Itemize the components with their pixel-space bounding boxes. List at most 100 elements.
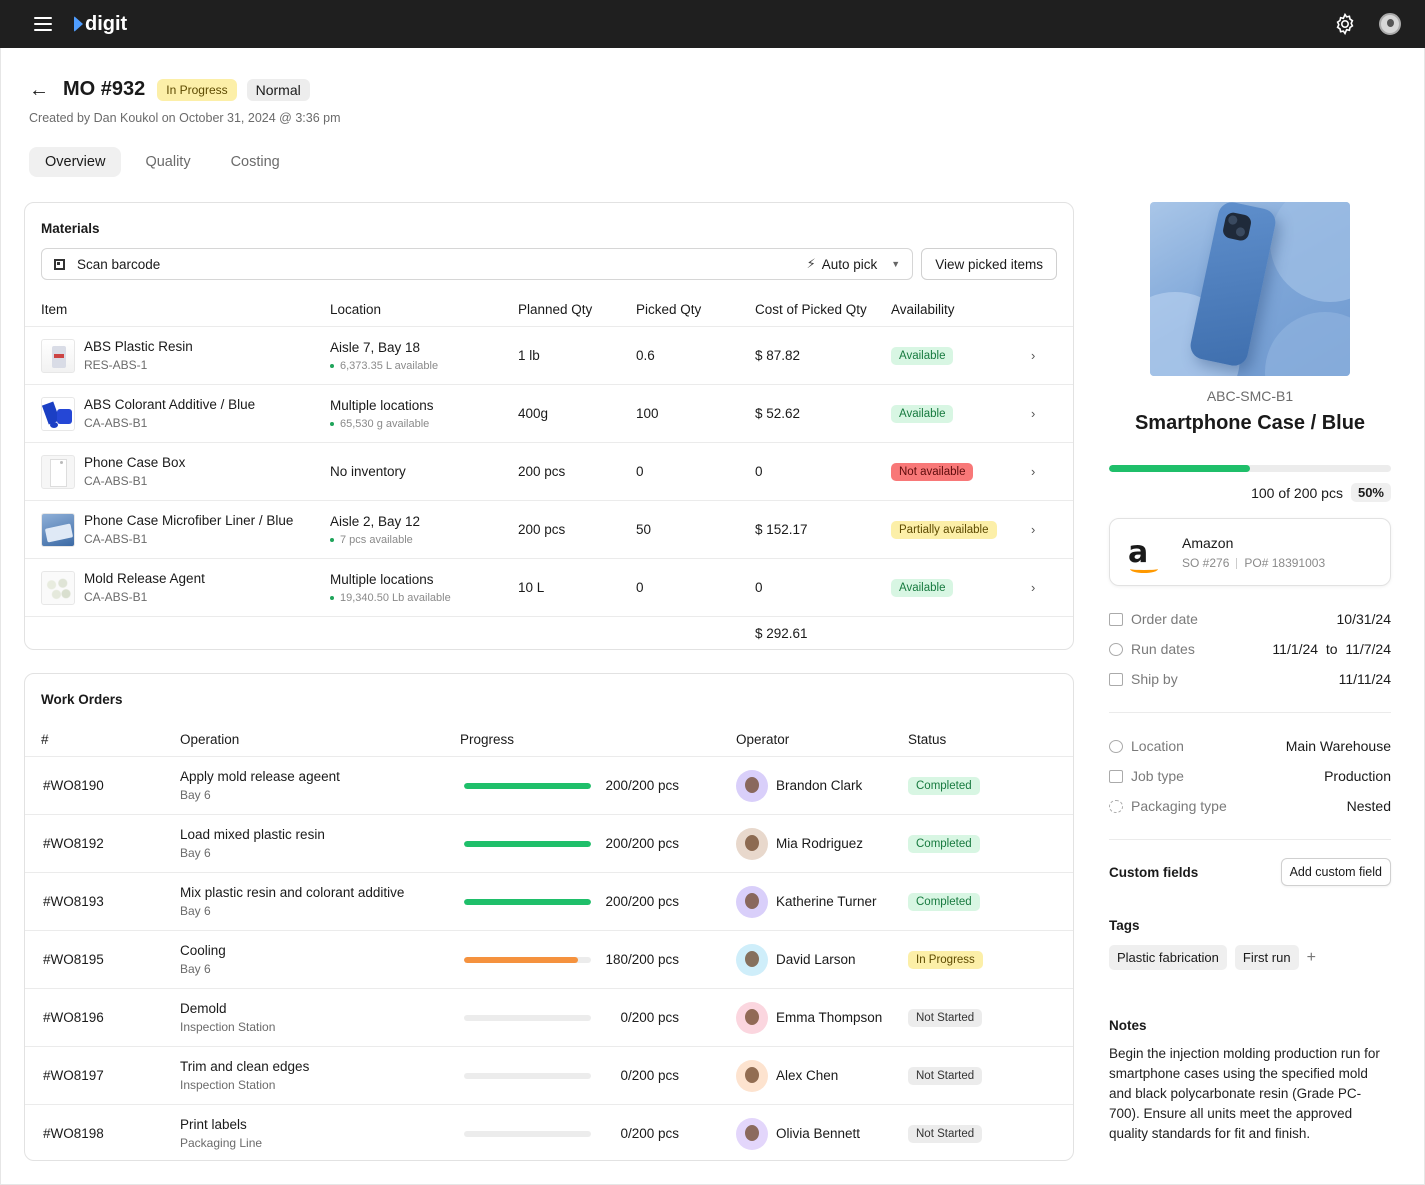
- auto-pick-label: Auto pick: [821, 256, 878, 272]
- product-progress-bar: [1109, 465, 1391, 472]
- gear-icon[interactable]: [1333, 12, 1357, 36]
- table-row[interactable]: Mold Release Agent CA-ABS-B1 Multiple loc…: [25, 558, 1073, 617]
- run-dates-label: Run dates: [1131, 641, 1195, 657]
- picked-qty: 50: [636, 500, 755, 559]
- custom-fields-section: Custom fields Add custom field: [1109, 858, 1391, 886]
- add-custom-field-button[interactable]: Add custom field: [1280, 858, 1391, 886]
- operator-avatar: [736, 827, 768, 860]
- chevron-right-icon[interactable]: ›: [1031, 522, 1036, 537]
- job-type-value: Production: [1324, 768, 1391, 784]
- table-row[interactable]: Phone Case Box CA-ABS-B1 No inventory 200…: [25, 442, 1073, 501]
- operator-avatar: [736, 769, 768, 802]
- table-row[interactable]: #WO8195 Cooling Bay 6 180/200 pcs David Lars…: [25, 930, 1073, 989]
- col-status: Status: [908, 732, 1073, 757]
- item-location: Aisle 7, Bay 18: [330, 339, 421, 355]
- availability-badge: Not available: [891, 462, 974, 481]
- qr-code-icon: [54, 258, 65, 270]
- tag-first-run[interactable]: First run: [1234, 945, 1299, 970]
- picked-qty: 0: [636, 442, 755, 501]
- operation-name: Apply mold release ageent: [180, 769, 340, 784]
- chevron-right-icon[interactable]: ›: [1031, 580, 1036, 595]
- back-arrow-icon[interactable]: ←: [29, 78, 49, 101]
- work-order-status-badge: Completed: [908, 776, 980, 795]
- col-cost: Cost of Picked Qty: [755, 302, 891, 327]
- work-order-id: #WO8196: [25, 988, 180, 1047]
- operation-place: Inspection Station: [180, 1020, 276, 1034]
- ship-by-value: 11/11/24: [1338, 671, 1391, 687]
- picked-cost: $ 52.62: [755, 384, 891, 443]
- progress-text: 200/200 pcs: [605, 778, 679, 793]
- operation-name: Demold: [180, 1001, 227, 1016]
- item-name: ABS Plastic Resin: [84, 339, 193, 354]
- menu-icon[interactable]: [34, 17, 52, 31]
- table-row[interactable]: ABS Colorant Additive / Blue CA-ABS-B1 Mu…: [25, 384, 1073, 443]
- table-row[interactable]: #WO8198 Print labels Packaging Line 0/200 p…: [25, 1105, 1073, 1161]
- job-type-row: Job type Production: [1109, 761, 1391, 791]
- item-stock: 6,373.35 L available: [340, 359, 439, 372]
- product-name: Smartphone Case / Blue: [1134, 412, 1366, 434]
- tab-costing[interactable]: Costing: [230, 154, 280, 170]
- table-row[interactable]: #WO8190 Apply mold release ageent Bay 6 200…: [25, 756, 1073, 815]
- progress-bar: [464, 1072, 591, 1079]
- chevron-right-icon[interactable]: ›: [1031, 348, 1036, 363]
- picked-cost: $ 87.82: [755, 326, 891, 385]
- col-progress: Progress: [460, 732, 736, 757]
- user-avatar[interactable]: [1379, 13, 1401, 35]
- product-percent: 50%: [1350, 483, 1391, 502]
- progress-text: 180/200 pcs: [605, 952, 679, 967]
- page-header: ← MO #932 In Progress Normal Created by …: [29, 78, 341, 125]
- work-order-status-badge: Not Started: [908, 1124, 983, 1143]
- view-picked-items-button[interactable]: View picked items: [921, 248, 1057, 280]
- operator-name: Alex Chen: [776, 1068, 839, 1083]
- operator-avatar: [736, 943, 768, 976]
- mold-release-thumbnail: [41, 570, 75, 605]
- scan-barcode-input[interactable]: Scan barcode ⚡︎ Auto pick ▼: [41, 248, 914, 280]
- operation-place: Bay 6: [180, 962, 211, 976]
- progress-fill: [464, 840, 591, 847]
- table-row[interactable]: ABS Plastic Resin RES-ABS-1 Aisle 7, Bay …: [25, 326, 1073, 385]
- logo[interactable]: digit: [74, 13, 127, 36]
- location-row: Location Main Warehouse: [1109, 731, 1391, 761]
- table-row[interactable]: #WO8197 Trim and clean edges Inspection St…: [25, 1046, 1073, 1105]
- chevron-right-icon[interactable]: ›: [1031, 464, 1036, 479]
- availability-badge: Available: [891, 346, 954, 365]
- materials-card: Materials Scan barcode ⚡︎ Auto pick ▼ Vi…: [24, 202, 1074, 650]
- table-row[interactable]: #WO8192 Load mixed plastic resin Bay 6 200/…: [25, 814, 1073, 873]
- chevron-right-icon[interactable]: ›: [1031, 406, 1036, 421]
- tab-overview[interactable]: Overview: [29, 147, 122, 177]
- operator-name: Olivia Bennett: [776, 1126, 861, 1142]
- progress-bar: [464, 1014, 591, 1021]
- item-sku: CA-ABS-B1: [84, 474, 148, 488]
- table-row[interactable]: #WO8196 Demold Inspection Station 0/200 pcs…: [25, 988, 1073, 1047]
- colorant-thumbnail: [41, 396, 75, 431]
- logo-text: digit: [85, 12, 128, 35]
- progress-bar: [464, 840, 591, 847]
- tag-plastic-fabrication[interactable]: Plastic fabrication: [1109, 945, 1227, 970]
- progress-text: 0/200 pcs: [620, 1126, 679, 1142]
- operation-place: Bay 6: [180, 904, 211, 918]
- logo-mark-icon: [74, 16, 83, 32]
- run-dates-value: 11/1/24 to 11/7/24: [1272, 641, 1391, 657]
- planned-qty: 200 pcs: [518, 442, 636, 501]
- col-planned-qty: Planned Qty: [518, 302, 636, 327]
- auto-pick-dropdown[interactable]: ⚡︎ Auto pick ▼: [807, 256, 901, 272]
- location-value: Main Warehouse: [1285, 738, 1391, 754]
- created-info: Created by Dan Koukol on October 31, 202…: [29, 111, 341, 125]
- work-order-id: #WO8195: [25, 930, 180, 989]
- availability-dot-icon: [330, 421, 334, 426]
- tab-quality[interactable]: Quality: [145, 154, 191, 170]
- add-tag-icon[interactable]: +: [1306, 948, 1316, 966]
- availability-dot-icon: [330, 537, 334, 542]
- item-stock: 19,340.50 Lb available: [340, 591, 451, 604]
- customer-card[interactable]: a Amazon SO #276 PO# 18391003: [1109, 518, 1391, 586]
- tags-title: Tags: [1109, 918, 1140, 933]
- operator-name: David Larson: [776, 952, 856, 967]
- operation-name: Cooling: [180, 943, 226, 958]
- notes-title: Notes: [1109, 1018, 1147, 1033]
- scan-placeholder: Scan barcode: [77, 256, 161, 272]
- phone-box-thumbnail: [41, 454, 75, 489]
- progress-fill: [464, 956, 579, 963]
- picked-qty: 0: [636, 558, 755, 617]
- table-row[interactable]: Phone Case Microfiber Liner / Blue CA-ABS…: [25, 500, 1073, 559]
- table-row[interactable]: #WO8193 Mix plastic resin and colorant ad…: [25, 872, 1073, 931]
